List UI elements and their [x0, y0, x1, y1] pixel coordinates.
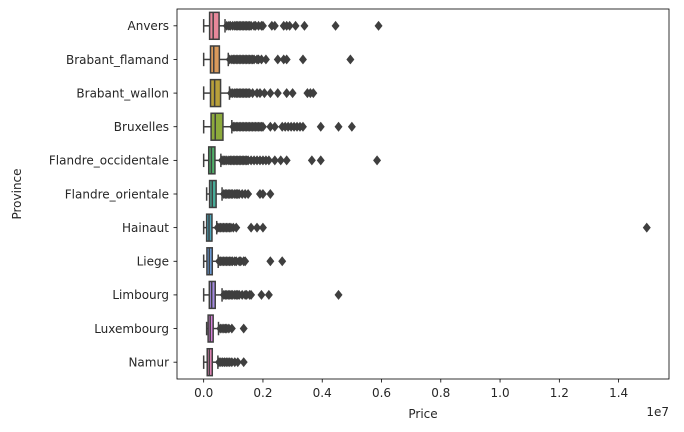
- outlier-point: [270, 20, 279, 31]
- outlier-point: [266, 256, 275, 267]
- iqr-box: [208, 11, 220, 41]
- outlier-point: [282, 54, 291, 65]
- outlier-point: [260, 88, 269, 99]
- outlier-point: [316, 155, 325, 166]
- box-Liege: [202, 247, 287, 276]
- outlier-point: [316, 121, 325, 132]
- outlier-point: [346, 54, 355, 65]
- outlier-point: [298, 121, 307, 132]
- outlier-point: [258, 20, 267, 31]
- outlier-point: [273, 88, 282, 99]
- x-tick-label: 1.4: [609, 386, 628, 400]
- box-Flandre_occidentale: [202, 146, 382, 175]
- x-tick-label: 0.6: [372, 386, 391, 400]
- box-Brabant_flamand: [202, 45, 355, 74]
- outlier-point: [247, 289, 256, 300]
- outlier-point: [258, 222, 267, 233]
- box-Hainaut: [202, 213, 651, 242]
- y-tick-label: Anvers: [128, 19, 169, 33]
- y-tick-label: Namur: [128, 355, 169, 369]
- outlier-point: [288, 88, 297, 99]
- outlier-point: [331, 20, 340, 31]
- box-Flandre_orientale: [205, 179, 275, 209]
- y-tick-label: Brabant_flamand: [66, 53, 169, 67]
- outlier-point: [258, 189, 267, 199]
- outlier-point: [276, 155, 285, 166]
- box-Limbourg: [202, 280, 343, 310]
- outlier-point: [273, 54, 282, 65]
- box-Anvers: [202, 11, 383, 41]
- x-axis-offset-text: 1e7: [646, 405, 669, 419]
- outlier-point: [282, 155, 291, 166]
- outlier-point: [347, 121, 356, 132]
- outlier-point: [258, 121, 267, 132]
- outlier-point: [374, 20, 383, 31]
- y-tick-label: Flandre_occidentale: [49, 154, 169, 168]
- outlier-point: [266, 189, 275, 199]
- outlier-point: [264, 289, 273, 300]
- iqr-box: [210, 112, 224, 141]
- outlier-point: [253, 222, 262, 233]
- outlier-point: [261, 54, 270, 65]
- outlier-point: [232, 222, 241, 233]
- iqr-box: [209, 45, 221, 74]
- outlier-point: [373, 155, 382, 166]
- x-tick-label: 0.4: [313, 386, 332, 400]
- outlier-point: [266, 88, 275, 99]
- y-tick-label: Bruxelles: [114, 120, 169, 134]
- outlier-point: [334, 289, 343, 300]
- outlier-point: [309, 88, 318, 99]
- x-tick-label: 1.0: [491, 386, 510, 400]
- outlier-point: [642, 222, 651, 233]
- outlier-point: [239, 357, 248, 368]
- outlier-point: [241, 256, 250, 267]
- outlier-point: [264, 155, 273, 166]
- outlier-point: [270, 155, 279, 166]
- outlier-point: [300, 20, 309, 31]
- x-tick-label: 0.2: [253, 386, 272, 400]
- outlier-point: [334, 121, 343, 132]
- x-axis-label: Price: [408, 407, 437, 421]
- y-tick-label: Hainaut: [122, 221, 169, 235]
- box-Luxembourg: [205, 314, 248, 343]
- y-tick-label: Luxembourg: [94, 322, 169, 336]
- box-Bruxelles: [202, 112, 356, 141]
- outlier-point: [291, 20, 300, 31]
- plot-frame: [176, 8, 670, 380]
- outlier-point: [239, 323, 248, 334]
- x-tick-label: 0.0: [194, 386, 213, 400]
- outlier-point: [270, 121, 279, 132]
- plot-area: [202, 11, 651, 377]
- outlier-point: [282, 88, 291, 99]
- x-tick-label: 1.2: [550, 386, 569, 400]
- outlier-point: [233, 357, 242, 368]
- y-tick-label: Limbourg: [112, 288, 169, 302]
- y-axis-label: Province: [10, 168, 24, 219]
- outlier-point: [285, 20, 294, 31]
- outlier-point: [227, 323, 236, 334]
- y-tick-label: Flandre_orientale: [65, 187, 169, 201]
- box-Namur: [202, 347, 248, 377]
- y-tick-label: Brabant_wallon: [76, 86, 169, 100]
- box-Brabant_wallon: [202, 78, 318, 108]
- outlier-point: [257, 289, 266, 300]
- x-tick-label: 0.8: [431, 386, 450, 400]
- y-tick-label: Liege: [137, 255, 169, 269]
- y-axis-ticks: Anvers Brabant_flamand Brabant_wallon Bruxe…: [49, 19, 177, 369]
- x-axis-ticks: 0.0 0.2 0.4 0.6 0.8 1.0 1.2 1.4: [194, 379, 628, 400]
- outlier-point: [247, 222, 256, 233]
- outlier-point: [307, 155, 316, 166]
- outlier-point: [244, 189, 253, 199]
- outlier-point: [278, 256, 287, 267]
- outlier-point: [298, 54, 307, 65]
- iqr-box: [209, 78, 222, 108]
